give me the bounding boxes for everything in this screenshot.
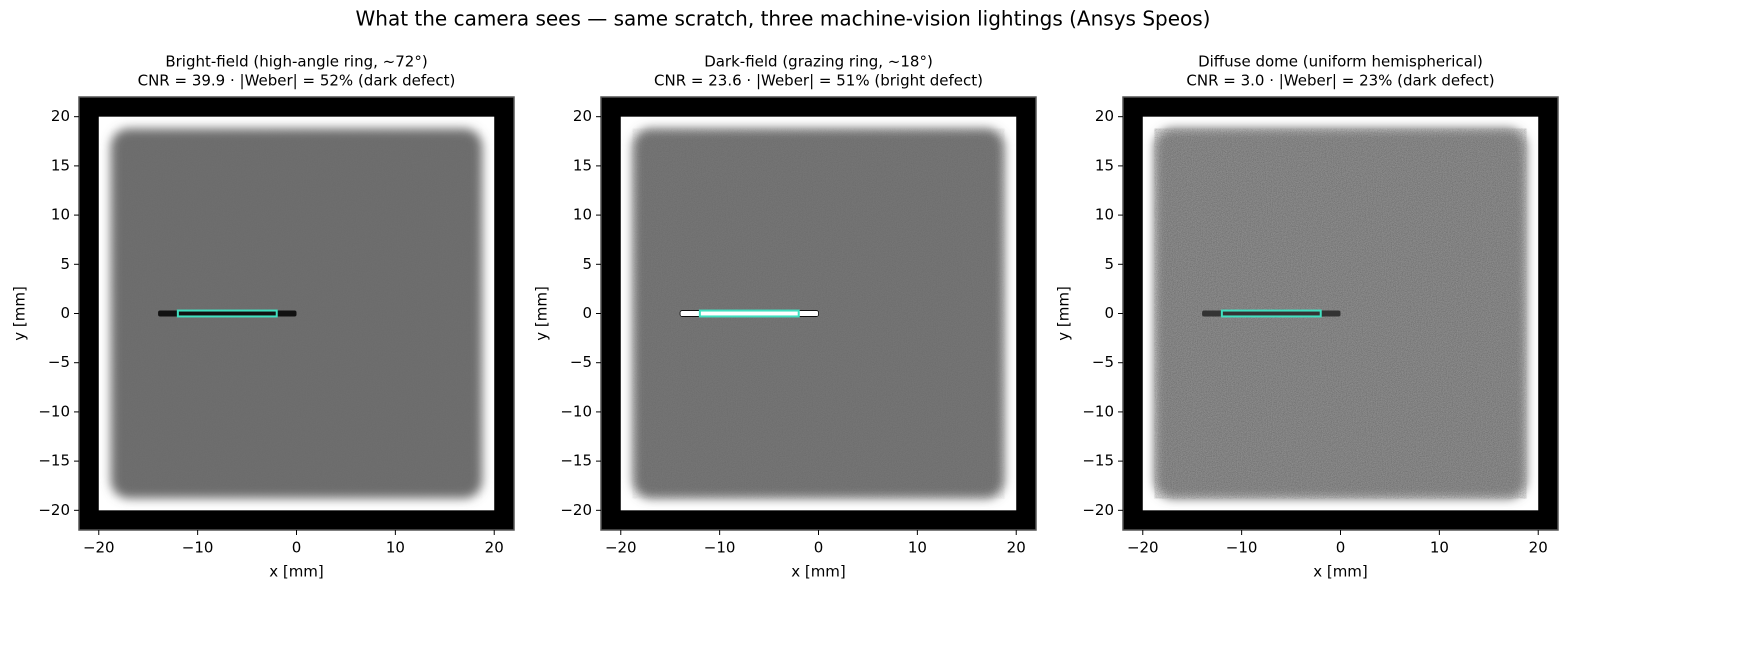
y-tick-label: 20 [51,107,70,125]
y-tick-label: −10 [560,402,592,420]
y-tick-label: 20 [1095,107,1114,125]
x-tick-label: 10 [1430,539,1449,557]
x-tick-label: 0 [1336,539,1346,557]
panel-title: Dark-field (grazing ring, ~18°) [704,53,933,71]
x-tick-label: 0 [814,539,824,557]
x-tick-label: 20 [1529,539,1548,557]
panel-title: CNR = 3.0 · |Weber| = 23% (dark defect) [1186,72,1494,90]
y-axis-label: y [mm] [533,286,551,341]
y-tick-label: 5 [582,255,592,273]
figure-title: What the camera sees — same scratch, thr… [356,7,1211,31]
y-tick-label: 5 [1104,255,1114,273]
x-tick-label: −20 [605,539,637,557]
x-tick-label: −10 [1226,539,1258,557]
y-tick-label: 5 [60,255,70,273]
y-tick-label: −10 [1082,402,1114,420]
panel-title: Diffuse dome (uniform hemispherical) [1198,53,1483,71]
y-tick-label: −15 [560,452,592,470]
y-tick-label: 15 [51,156,70,174]
panel-title: Bright-field (high-angle ring, ~72°) [165,53,427,71]
y-tick-label: −15 [38,452,70,470]
x-tick-label: 10 [386,539,405,557]
x-tick-label: 20 [485,539,504,557]
y-tick-label: −20 [1082,501,1114,519]
panel-title: CNR = 39.9 · |Weber| = 52% (dark defect) [138,72,456,90]
y-tick-label: −5 [570,353,592,371]
scratch [1202,310,1341,317]
x-axis-label: x [mm] [269,563,324,581]
panel: −20 −10 0 10 20 −20 −15 −10 −5 0 5 10 15 20 x [mm] y [m… [533,53,1037,581]
y-tick-label: 20 [573,107,592,125]
roi-box [1220,309,1322,318]
panel: −20 −10 0 10 20 −20 −15 −10 −5 0 5 10 15 20 x [mm] y [m… [1055,53,1559,581]
y-axis-label: y [mm] [1055,286,1073,341]
y-tick-label: 0 [582,304,592,322]
y-tick-label: −20 [38,501,70,519]
x-tick-label: 10 [908,539,927,557]
y-axis-label: y [mm] [11,286,29,341]
x-axis-label: x [mm] [1313,563,1368,581]
x-axis-label: x [mm] [791,563,846,581]
x-tick-label: 20 [1007,539,1026,557]
x-tick-label: −10 [704,539,736,557]
roi-box [698,309,800,318]
x-tick-label: −10 [182,539,214,557]
y-tick-label: 15 [573,156,592,174]
y-tick-label: −10 [38,402,70,420]
x-tick-label: −20 [83,539,115,557]
y-tick-label: 15 [1095,156,1114,174]
y-tick-label: −20 [560,501,592,519]
x-tick-label: −20 [1127,539,1159,557]
panel: −20 −10 0 10 20 −20 −15 −10 −5 0 5 10 15 20 x [mm] y [m… [11,53,515,581]
y-tick-label: −5 [48,353,70,371]
y-tick-label: 10 [573,206,592,224]
scratch [158,310,297,317]
y-tick-label: 10 [1095,206,1114,224]
panel-title: CNR = 23.6 · |Weber| = 51% (bright defec… [654,72,983,90]
roi-box [176,309,278,318]
y-tick-label: −15 [1082,452,1114,470]
y-tick-label: 0 [60,304,70,322]
x-tick-label: 0 [292,539,302,557]
y-tick-label: 0 [1104,304,1114,322]
y-tick-label: 10 [51,206,70,224]
y-tick-label: −5 [1092,353,1114,371]
